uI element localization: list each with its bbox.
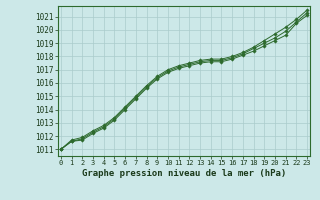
X-axis label: Graphe pression niveau de la mer (hPa): Graphe pression niveau de la mer (hPa) — [82, 169, 286, 178]
